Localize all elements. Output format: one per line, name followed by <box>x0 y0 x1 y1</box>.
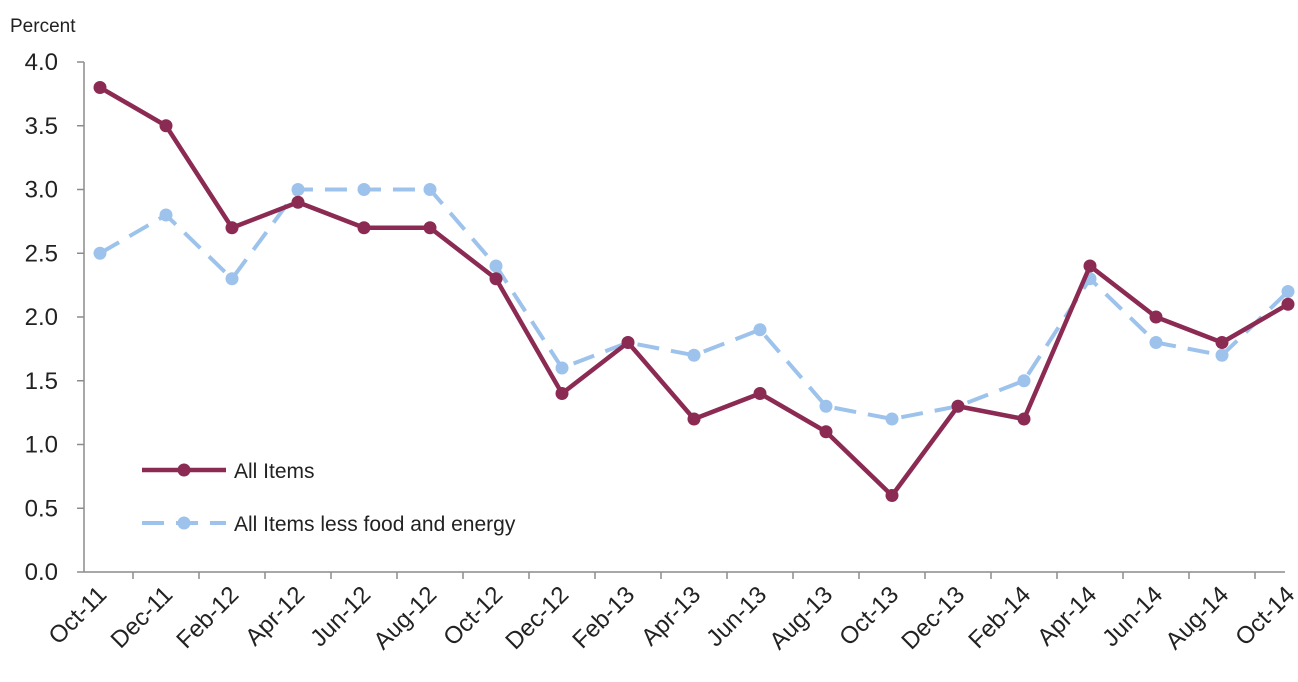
data-point <box>555 361 569 375</box>
legend: All Items All Items less food and energy <box>142 460 516 536</box>
data-point <box>885 489 899 502</box>
legend-item: All Items <box>142 460 315 483</box>
data-point <box>753 387 767 400</box>
data-point <box>1149 310 1163 324</box>
data-point <box>1149 336 1163 349</box>
data-point <box>1281 297 1295 311</box>
x-tick-label: Oct-14 <box>1230 581 1298 651</box>
data-point <box>819 425 833 439</box>
x-tick-label: Oct-12 <box>438 581 508 651</box>
legend-swatch-marker <box>177 463 191 477</box>
data-point <box>291 183 305 196</box>
data-point <box>1017 374 1031 388</box>
y-axis: 0.0 0.5 1.0 1.5 2.0 2.5 3.0 3.5 4.0 <box>25 49 85 586</box>
y-tick-label: 4.0 <box>25 49 58 76</box>
y-tick-label: 3.5 <box>25 113 58 140</box>
series-0 <box>93 81 1295 502</box>
x-tick-label: Aug-12 <box>368 581 442 655</box>
x-tick-label: Apr-12 <box>240 581 310 651</box>
data-point <box>93 81 107 94</box>
y-tick-label: 2.5 <box>25 240 58 267</box>
y-axis-title: Percent <box>10 16 76 37</box>
y-tick-label: 1.5 <box>25 368 58 395</box>
data-point <box>357 221 371 235</box>
data-point <box>1281 285 1295 298</box>
x-tick-label: Aug-13 <box>764 581 838 655</box>
series-line <box>98 187 1290 421</box>
data-point <box>1215 348 1229 362</box>
data-point <box>1017 412 1031 426</box>
data-point <box>1215 336 1229 349</box>
x-axis: Oct-11Dec-11Feb-12Apr-12Jun-12Aug-12Oct-… <box>43 571 1298 655</box>
x-tick-label: Feb-14 <box>963 581 1036 654</box>
data-point <box>489 259 503 273</box>
data-point <box>1083 259 1097 273</box>
x-tick-label: Feb-13 <box>567 581 640 654</box>
data-point <box>489 272 503 286</box>
x-tick-label: Dec-13 <box>896 581 970 655</box>
data-point <box>621 336 635 349</box>
x-tick-label: Apr-13 <box>636 581 706 651</box>
legend-item: All Items less food and energy <box>142 513 516 536</box>
x-tick-label: Jun-12 <box>305 581 376 652</box>
data-point <box>687 412 701 426</box>
x-tick-label: Aug-14 <box>1160 581 1234 655</box>
data-point <box>819 399 833 413</box>
legend-swatch-marker <box>177 516 191 530</box>
data-point <box>753 323 767 337</box>
data-point <box>423 221 437 235</box>
y-tick-label: 0.0 <box>25 559 58 586</box>
series-line <box>98 85 1290 498</box>
y-tick-label: 0.5 <box>25 495 58 522</box>
legend-label: All Items <box>234 460 315 483</box>
data-point <box>225 221 239 235</box>
data-point <box>423 183 437 196</box>
x-tick-label: Oct-13 <box>834 581 904 651</box>
data-point <box>951 399 965 413</box>
data-point <box>159 119 173 133</box>
data-point <box>93 246 107 260</box>
data-point <box>885 412 899 426</box>
x-tick-label: Dec-12 <box>500 581 574 655</box>
legend-label: All Items less food and energy <box>234 513 516 536</box>
data-point <box>555 387 569 400</box>
x-tick-label: Dec-11 <box>106 581 179 654</box>
x-tick-label: Apr-14 <box>1032 581 1102 651</box>
x-tick-label: Feb-12 <box>171 581 244 654</box>
x-tick-label: Oct-11 <box>43 581 112 650</box>
data-point <box>687 348 701 362</box>
x-tick-label: Jun-13 <box>701 581 772 652</box>
data-point <box>291 195 305 209</box>
data-point <box>159 208 173 222</box>
series-layer <box>93 81 1295 502</box>
y-tick-label: 2.0 <box>25 304 58 331</box>
x-tick-label: Jun-14 <box>1097 581 1168 652</box>
y-tick-label: 1.0 <box>25 432 58 459</box>
data-point <box>225 272 239 286</box>
series-1 <box>93 183 1295 426</box>
y-tick-label: 3.0 <box>25 177 58 204</box>
data-point <box>357 183 371 196</box>
